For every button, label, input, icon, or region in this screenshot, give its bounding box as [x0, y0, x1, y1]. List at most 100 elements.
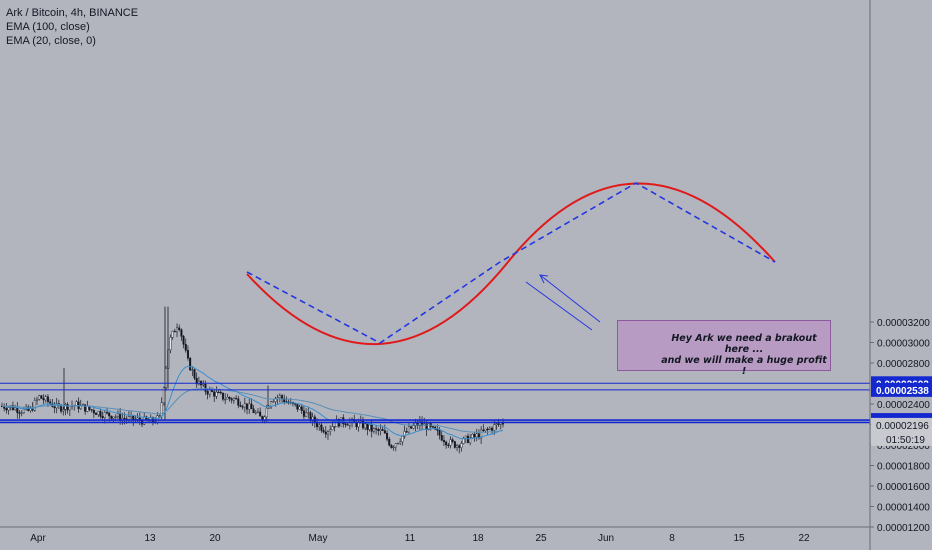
candle-body: [165, 368, 168, 388]
candle-body: [407, 426, 410, 433]
candle-body: [116, 413, 119, 417]
candle-body: [217, 391, 220, 394]
candle-body: [197, 380, 200, 385]
x-tick-label: Apr: [30, 533, 46, 544]
candle-body: [447, 444, 450, 446]
candle-body: [14, 407, 17, 410]
candle-body: [235, 398, 238, 400]
candle-body: [36, 399, 39, 401]
candle-body: [370, 424, 373, 432]
ema100-line: [1, 388, 504, 433]
candle-body: [436, 429, 439, 431]
candle-body: [246, 403, 249, 410]
candle-body: [392, 446, 395, 449]
candle-body: [221, 392, 224, 400]
candle-body: [114, 416, 117, 418]
candle-body: [396, 442, 399, 445]
candle-body: [158, 415, 161, 417]
annotation-box[interactable]: Hey Ark we need a brakout here ... and w…: [617, 320, 831, 377]
x-tick-label: Jun: [598, 533, 614, 544]
candle-body: [493, 424, 496, 431]
horizontal-levels: [0, 382, 870, 424]
candle-body: [75, 401, 78, 406]
x-tick-label: 8: [669, 533, 675, 544]
drawings: [246, 182, 776, 346]
candle-body: [182, 336, 185, 345]
candle-body: [372, 428, 375, 432]
candle-body: [438, 430, 441, 436]
candle-body: [440, 435, 443, 441]
candle-body: [399, 441, 402, 444]
candle-body: [250, 403, 253, 410]
candle-body: [394, 443, 397, 448]
candle-body: [86, 405, 89, 412]
candle-body: [213, 391, 216, 397]
candle-body: [171, 330, 174, 338]
candle-body: [331, 426, 334, 430]
candle-body: [390, 444, 393, 448]
candle-body: [230, 398, 233, 401]
candle-body: [29, 407, 32, 411]
candle-body: [388, 438, 391, 446]
candle-body: [326, 431, 329, 435]
candle-body: [44, 396, 47, 401]
candle-body: [267, 406, 270, 409]
candle-body: [379, 429, 382, 431]
candle-body: [495, 423, 498, 425]
y-tick-label: 0.00003200: [877, 318, 930, 329]
candle-body: [497, 423, 500, 425]
candle-body: [364, 423, 367, 429]
candle-body: [344, 423, 347, 425]
candle-body: [302, 410, 305, 417]
candle-body: [189, 357, 192, 371]
candle-body: [110, 415, 113, 419]
candle-body: [300, 406, 303, 411]
level-labels: 0.000026020.000025380.000022430.00002220…: [871, 376, 932, 446]
y-tick-label: 0.00001600: [877, 482, 930, 493]
legend-ema100[interactable]: EMA (100, close): [6, 21, 90, 33]
legend-symbol[interactable]: Ark / Bitcoin, 4h, BINANCE: [6, 7, 139, 19]
x-tick-label: 11: [405, 533, 416, 544]
candle-body: [381, 429, 384, 431]
plot-area[interactable]: [0, 0, 870, 550]
candle-body: [386, 432, 389, 440]
candle-body: [204, 383, 207, 392]
candle-body: [97, 411, 100, 415]
candle-body: [226, 397, 229, 400]
candle-body: [316, 422, 319, 428]
candle-body: [256, 411, 259, 413]
candle-body: [368, 424, 371, 430]
annotation-line1: Hey Ark we need a brakout here ...: [671, 333, 817, 355]
y-tick-label: 0.00002000: [877, 441, 930, 452]
candle-body: [431, 426, 434, 428]
candle-body: [16, 407, 19, 413]
current-price-bg: [871, 417, 932, 446]
candle-body: [106, 412, 109, 414]
candle-body: [22, 408, 25, 414]
candle-body: [480, 429, 483, 439]
candle-body: [11, 405, 14, 410]
y-axis[interactable]: [870, 0, 932, 550]
candle-body: [305, 412, 308, 417]
candle-body: [92, 410, 95, 414]
candle-body: [486, 428, 489, 431]
candle-body: [401, 436, 404, 443]
candle-body: [38, 395, 41, 400]
candle-body: [18, 412, 21, 414]
current-price-label: 0.00002196: [876, 421, 929, 432]
candle-body: [53, 406, 56, 409]
candle-body: [232, 398, 235, 401]
candle-body: [20, 412, 23, 414]
candle-body: [90, 409, 93, 411]
candle-body: [202, 383, 205, 386]
candle-body: [42, 398, 45, 401]
candle-body: [270, 401, 273, 408]
dashed-zigzag: [246, 182, 776, 344]
candle-body: [237, 398, 240, 406]
candle-body: [112, 416, 115, 419]
y-tick-label: 0.00002800: [877, 359, 930, 370]
y-tick-label: 0.00003000: [877, 339, 930, 350]
candle-body: [333, 426, 336, 428]
legend-ema20[interactable]: EMA (20, close, 0): [6, 35, 96, 47]
